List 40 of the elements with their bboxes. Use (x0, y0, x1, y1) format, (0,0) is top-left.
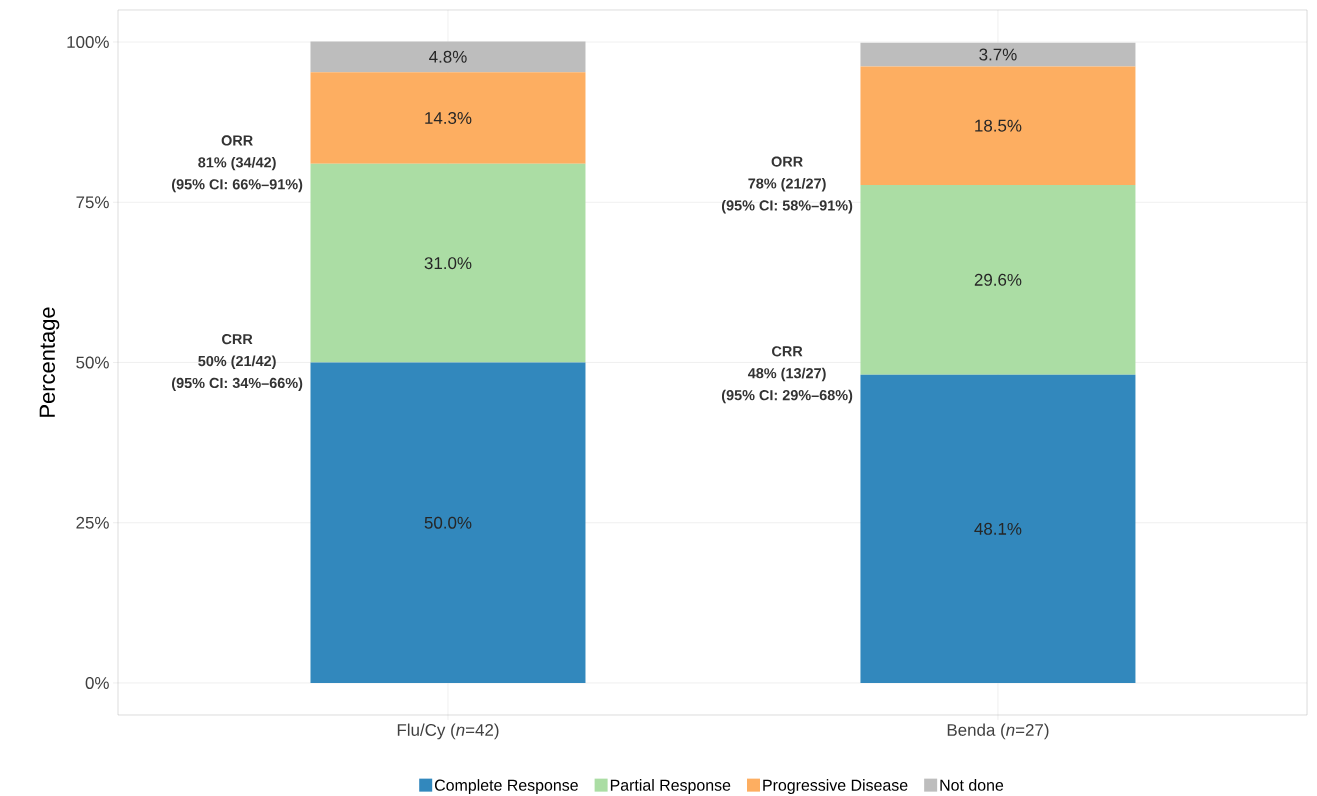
bar (310, 362, 586, 683)
annotation: ORR (771, 156, 803, 167)
bar (310, 41, 586, 73)
data-label: 48.1% (974, 522, 1022, 535)
annotation: 50% (21/42) (198, 355, 276, 370)
data-label: 4.8% (429, 50, 467, 63)
data-label: 29.6% (974, 273, 1022, 286)
bar (860, 66, 1136, 185)
bar (860, 374, 1136, 683)
y-tick-label: 50% (76, 356, 109, 369)
annotation: (95% CI: 58%–91%) (721, 199, 853, 214)
annotation: ORR (221, 135, 253, 146)
bar (310, 72, 586, 164)
data-label: 18.5% (975, 119, 1022, 132)
legend-label: Partial Response (610, 779, 731, 794)
annotation: 78% (21/27) (748, 178, 826, 192)
x-tick-label: Flu/Cy (n=42) (397, 723, 499, 740)
annotation: (95% CI: 66%–91%) (172, 178, 303, 193)
legend-label: Complete Response (435, 779, 578, 794)
annotation: 81% (34/42) (198, 156, 276, 171)
data-label: 3.7% (979, 48, 1017, 61)
y-tick-label: 100% (67, 36, 109, 49)
bar (860, 184, 1136, 375)
y-tick-label: 75% (76, 196, 109, 209)
y-tick-label: 0% (85, 676, 109, 689)
bar (860, 42, 1136, 67)
bar (310, 163, 586, 363)
legend-label: Progressive Disease (763, 779, 908, 794)
annotation: 48% (13/27) (747, 367, 826, 382)
annotation: (95% CI: 29%–68%) (721, 389, 853, 404)
x-tick-label: Benda (n=27) (947, 723, 1049, 740)
data-label: 50.0% (424, 516, 472, 529)
annotation: (95% CI: 34%–66%) (172, 377, 303, 391)
data-label: 31.0% (424, 257, 472, 270)
annotation: CRR (772, 346, 803, 357)
data-label: 14.3% (425, 111, 472, 124)
y-tick-label: 25% (76, 516, 109, 529)
y-axis-title: Percentage (39, 307, 60, 417)
legend-label: Not done (940, 779, 1004, 791)
annotation: CRR (222, 334, 253, 345)
